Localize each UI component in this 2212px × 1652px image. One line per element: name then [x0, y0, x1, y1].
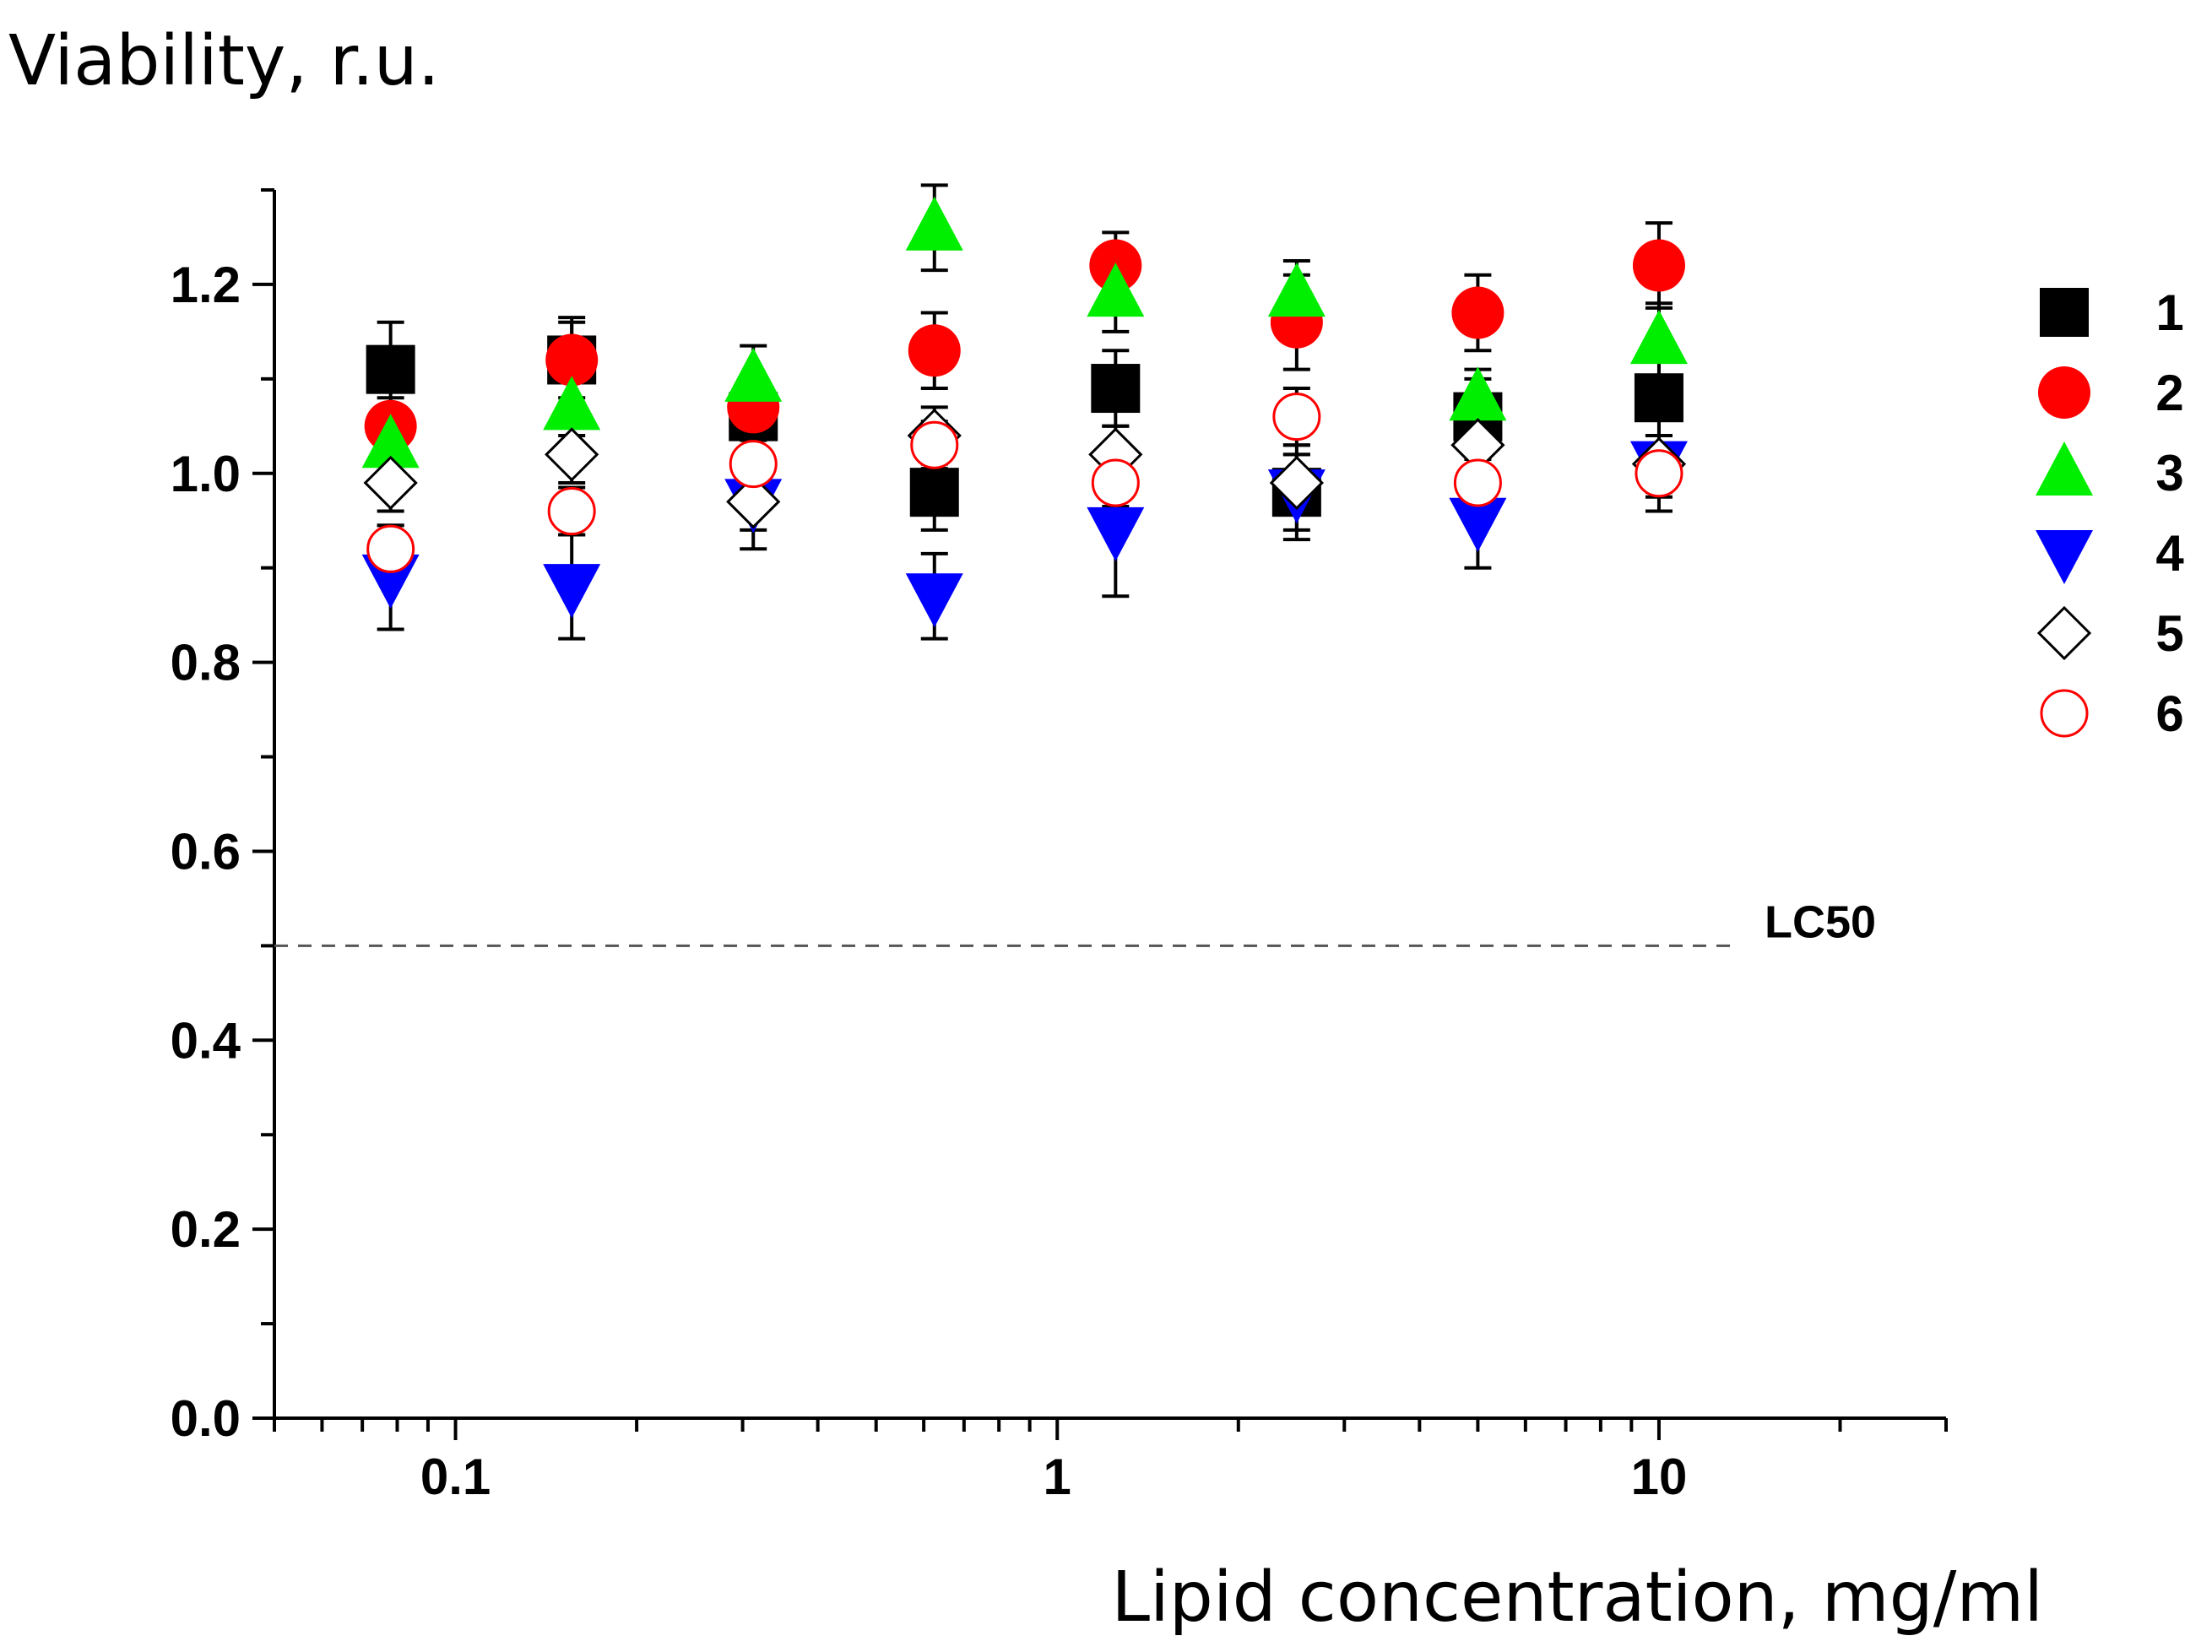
y-tick-label: 0.2	[171, 1201, 241, 1258]
legend-marker-3	[2036, 441, 2093, 496]
y-axis-title: Viability, r.u.	[8, 21, 440, 101]
legend-marker-2	[2038, 366, 2090, 419]
point-series-2	[545, 333, 599, 387]
x-tick-label: 1	[1044, 1449, 1071, 1505]
legend-label-5: 5	[2155, 605, 2183, 662]
legend-marker-4	[2036, 530, 2093, 584]
point-series-1	[909, 468, 959, 517]
x-tick-label: 0.1	[420, 1449, 491, 1505]
point-series-2	[1451, 286, 1504, 339]
point-series-5	[726, 474, 781, 529]
point-series-6	[1272, 393, 1321, 441]
y-tick-label: 1.0	[171, 446, 241, 502]
point-series-5	[363, 455, 418, 511]
legend-label-2: 2	[2155, 365, 2183, 421]
lc50-label: LC50	[1765, 896, 1876, 947]
point-series-2	[908, 324, 961, 377]
point-series-3	[1087, 263, 1145, 317]
legend-marker-1	[2040, 288, 2089, 337]
x-tick-label: 10	[1631, 1449, 1688, 1505]
y-tick-label: 0.0	[171, 1390, 241, 1447]
legend-marker-6	[2040, 689, 2089, 738]
y-tick-label: 1.2	[171, 257, 241, 313]
reference-line-group: LC50	[274, 896, 1876, 947]
y-tick-label: 0.4	[171, 1012, 241, 1069]
legend-marker-5	[2036, 605, 2092, 661]
legend-label-6: 6	[2155, 685, 2183, 742]
point-series-6	[910, 420, 959, 469]
point-series-5	[1269, 455, 1324, 511]
axes: 0.0 0.2 0.4 0.6 0.8 1.0 1.2 0.1 1 10	[171, 188, 1948, 1505]
point-series-1	[366, 344, 415, 394]
point-series-6	[729, 440, 778, 489]
x-axis-title: Lipid concentration, mg/ml	[1111, 1557, 2043, 1638]
point-series-3	[905, 196, 963, 251]
legend-label-1: 1	[2155, 284, 2183, 341]
data-points	[361, 196, 1688, 628]
point-series-4	[905, 573, 963, 628]
point-series-4	[543, 564, 601, 619]
point-series-6	[547, 487, 596, 536]
point-series-3	[361, 414, 420, 469]
legend-label-4: 4	[2155, 525, 2184, 582]
legend-label-3: 3	[2155, 445, 2183, 501]
point-series-1	[1091, 364, 1141, 414]
point-series-3	[1629, 310, 1688, 365]
point-series-3	[543, 376, 601, 431]
point-series-2	[1632, 239, 1685, 292]
point-series-3	[724, 347, 783, 402]
y-tick-label: 0.6	[171, 823, 241, 880]
point-series-3	[1449, 366, 1507, 421]
y-tick-label: 0.8	[171, 635, 241, 691]
point-series-1	[1634, 373, 1683, 423]
point-series-6	[1635, 449, 1683, 498]
legend: 1 2 3 4 5 6	[2036, 284, 2184, 742]
point-series-6	[1091, 458, 1140, 507]
point-series-4	[1449, 497, 1507, 552]
point-series-4	[1087, 506, 1145, 561]
point-series-5	[545, 427, 599, 482]
point-series-6	[1453, 458, 1502, 507]
point-series-6	[366, 524, 415, 573]
point-series-3	[1267, 263, 1326, 317]
